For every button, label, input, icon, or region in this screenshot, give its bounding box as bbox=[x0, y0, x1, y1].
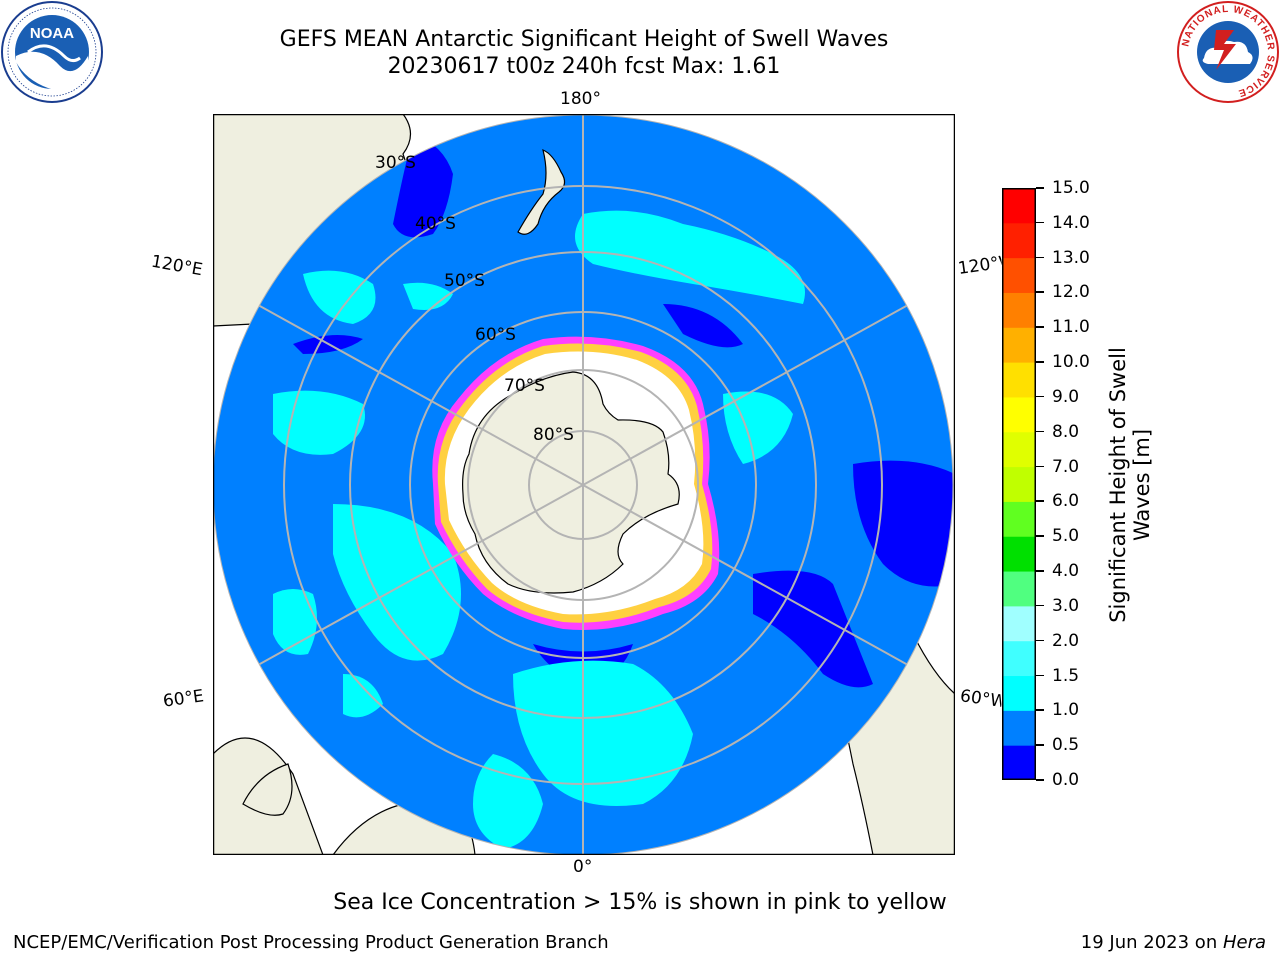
footer-date-text: 19 Jun 2023 on bbox=[1080, 932, 1223, 953]
colorbar-tick-label: 6.0 bbox=[1052, 491, 1080, 512]
colorbar-tick-mark bbox=[1036, 256, 1044, 259]
colorbar-tick-mark bbox=[1036, 395, 1044, 398]
colorbar-border bbox=[1002, 188, 1036, 780]
colorbar bbox=[1002, 188, 1036, 780]
sea-ice-caption: Sea Ice Concentration > 15% is shown in … bbox=[333, 890, 947, 915]
colorbar-tick-mark bbox=[1036, 570, 1044, 572]
colorbar-band bbox=[1002, 327, 1036, 363]
lat-label-60s: 60°S bbox=[475, 325, 516, 345]
colorbar-tick-label: 13.0 bbox=[1052, 247, 1090, 268]
colorbar-tick-mark bbox=[1036, 639, 1044, 642]
noaa-logo-icon: NOAA bbox=[1, 1, 103, 103]
colorbar-tick-mark bbox=[1036, 535, 1044, 537]
new-zealand bbox=[517, 149, 566, 235]
colorbar-tick-label: 3.0 bbox=[1052, 595, 1080, 616]
colorbar-tick-mark bbox=[1036, 221, 1044, 224]
colorbar-band bbox=[1002, 536, 1036, 572]
chart-subtitle: 20230617 t00z 240h fcst Max: 1.61 bbox=[387, 54, 781, 79]
colorbar-band bbox=[1002, 466, 1036, 502]
footer-date: 19 Jun 2023 on Hera bbox=[1081, 932, 1266, 953]
moderate-swell-areas bbox=[273, 210, 805, 849]
colorbar-tick-mark bbox=[1036, 361, 1044, 363]
colorbar-tick-mark bbox=[1036, 187, 1044, 189]
longitude-gridlines bbox=[213, 115, 953, 855]
lat-label-30s: 30°S bbox=[375, 153, 416, 173]
colorbar-band bbox=[1002, 571, 1036, 607]
lat-label-70s: 70°S bbox=[504, 376, 545, 396]
lon-label-60w: 60°W bbox=[958, 686, 1004, 712]
colorbar-tick-label: 4.0 bbox=[1052, 561, 1080, 582]
chart-title: GEFS MEAN Antarctic Significant Height o… bbox=[279, 27, 889, 52]
colorbar-band bbox=[1002, 396, 1036, 433]
colorbar-tick-label: 12.0 bbox=[1052, 282, 1090, 303]
colorbar-tick-label: 1.0 bbox=[1052, 700, 1080, 721]
colorbar-band bbox=[1002, 362, 1036, 398]
lat-label-40s: 40°S bbox=[415, 214, 456, 234]
colorbar-label-line2: Waves [m] bbox=[1130, 428, 1154, 542]
colorbar-tick-label: 0.5 bbox=[1052, 735, 1080, 756]
colorbar-tick-label: 8.0 bbox=[1052, 421, 1080, 442]
swell-height-map: 30°S 40°S 50°S 60°S 70°S 80°S bbox=[213, 114, 955, 855]
colorbar-band bbox=[1002, 222, 1036, 259]
colorbar-band bbox=[1002, 188, 1036, 224]
nws-logo-icon: NATIONAL WEATHER SERVICE bbox=[1177, 1, 1279, 103]
colorbar-tick-label: 14.0 bbox=[1052, 212, 1090, 233]
antarctica bbox=[462, 371, 680, 594]
colorbar-tick-mark bbox=[1036, 430, 1044, 433]
colorbar-tick-mark bbox=[1036, 779, 1044, 781]
colorbar-band bbox=[1002, 501, 1036, 537]
lon-label-120e: 120°E bbox=[149, 251, 205, 281]
colorbar-label-line1: Significant Height of Swell bbox=[1106, 347, 1130, 623]
colorbar-tick-mark bbox=[1036, 291, 1044, 293]
colorbar-band bbox=[1002, 605, 1036, 642]
colorbar-tick-mark bbox=[1036, 744, 1044, 746]
lon-label-120w: 120°W bbox=[956, 253, 1004, 279]
colorbar-tick-label: 15.0 bbox=[1052, 178, 1090, 198]
colorbar-tick-label: 0.0 bbox=[1052, 770, 1080, 790]
lat-label-50s: 50°S bbox=[444, 271, 485, 291]
colorbar-tick-mark bbox=[1036, 465, 1044, 468]
colorbar-tick-label: 7.0 bbox=[1052, 456, 1080, 477]
lon-label-180: 180° bbox=[560, 89, 601, 109]
map-frame-border bbox=[213, 114, 955, 855]
footer-credit: NCEP/EMC/Verification Post Processing Pr… bbox=[13, 932, 609, 953]
lon-label-60e: 60°E bbox=[161, 686, 206, 712]
lat-label-80s: 80°S bbox=[533, 425, 574, 445]
svg-text:NOAA: NOAA bbox=[30, 25, 74, 42]
colorbar-tick-mark bbox=[1036, 604, 1044, 607]
colorbar-tick-label: 9.0 bbox=[1052, 386, 1080, 407]
colorbar-tick-label: 2.0 bbox=[1052, 630, 1080, 651]
colorbar-band bbox=[1002, 292, 1036, 328]
lon-label-0: 0° bbox=[573, 857, 593, 877]
footer-host: Hera bbox=[1222, 932, 1266, 953]
colorbar-tick-mark bbox=[1036, 326, 1044, 328]
latitude-labels: 30°S 40°S 50°S 60°S 70°S 80°S bbox=[375, 153, 574, 445]
colorbar-band bbox=[1002, 257, 1036, 293]
colorbar-tick-mark bbox=[1036, 709, 1044, 711]
colorbar-tick-label: 1.5 bbox=[1052, 665, 1080, 686]
colorbar-band bbox=[1002, 675, 1036, 711]
colorbar-tick-mark bbox=[1036, 674, 1044, 677]
colorbar-band bbox=[1002, 431, 1036, 468]
colorbar-tick-label: 5.0 bbox=[1052, 526, 1080, 547]
colorbar-tick-mark bbox=[1036, 500, 1044, 502]
colorbar-tick-label: 10.0 bbox=[1052, 352, 1090, 373]
colorbar-band bbox=[1002, 745, 1036, 780]
colorbar-band bbox=[1002, 710, 1036, 746]
colorbar-band bbox=[1002, 640, 1036, 677]
colorbar-tick-label: 11.0 bbox=[1052, 317, 1090, 338]
